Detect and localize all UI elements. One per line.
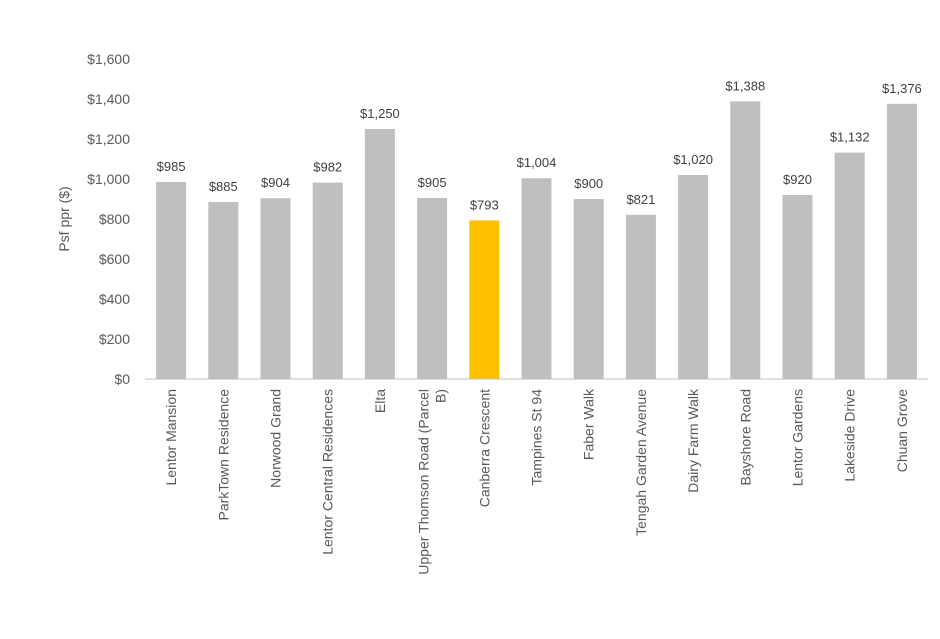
data-label: $920 — [783, 172, 812, 187]
category-label-line: Elta — [372, 389, 388, 413]
data-label: $982 — [313, 160, 342, 175]
bar — [573, 199, 604, 379]
category-label-line: Tampines St 94 — [529, 389, 545, 486]
bar — [782, 195, 813, 379]
data-label: $905 — [418, 175, 447, 190]
bar — [312, 182, 343, 379]
data-label: $1,020 — [673, 152, 713, 167]
category-label: Lentor Gardens — [790, 389, 806, 486]
category-label-line: Norwood Grand — [268, 389, 284, 488]
data-label: $1,376 — [882, 81, 922, 96]
data-label: $1,388 — [725, 78, 765, 93]
bar — [625, 214, 656, 379]
bar — [834, 152, 865, 379]
bar — [364, 129, 395, 379]
category-label-line: Dairy Farm Walk — [685, 388, 701, 493]
category-label-line: Lakeside Drive — [842, 389, 858, 482]
category-label: Lentor Central Residences — [320, 389, 336, 555]
data-label: $793 — [470, 197, 499, 212]
y-axis-label: Psf ppr ($) — [56, 186, 72, 251]
data-label: $1,250 — [360, 106, 400, 121]
bar — [156, 182, 187, 379]
data-label: $1,132 — [830, 130, 870, 145]
category-label-line: Lentor Mansion — [163, 389, 179, 486]
y-tick-label: $400 — [99, 291, 130, 307]
category-label: ParkTown Residence — [215, 389, 231, 521]
y-tick-label: $1,000 — [87, 171, 130, 187]
data-label: $985 — [157, 159, 186, 174]
category-label-line: ParkTown Residence — [215, 389, 231, 521]
bar — [678, 175, 709, 379]
data-label: $904 — [261, 175, 290, 190]
bar — [469, 220, 500, 379]
category-label-line: Upper Thomson Road (Parcel — [416, 389, 432, 575]
category-label: Norwood Grand — [268, 389, 284, 488]
bars — [156, 101, 917, 380]
y-tick-label: $1,400 — [87, 91, 130, 107]
category-label-line: Faber Walk — [581, 388, 597, 460]
category-label-line: Lentor Central Residences — [320, 389, 336, 555]
category-label: Chuan Grove — [894, 389, 910, 472]
data-label: $1,004 — [517, 155, 557, 170]
category-label: Tengah Garden Avenue — [633, 389, 649, 536]
y-tick-label: $1,600 — [87, 51, 130, 67]
y-axis-ticks: $0 $200 $400 $600 $800 $1,000 $1,200 $1,400 $1,6… — [87, 51, 130, 387]
bar — [260, 198, 291, 379]
category-label: Faber Walk — [581, 388, 597, 460]
category-label-line: Tengah Garden Avenue — [633, 389, 649, 536]
bar — [886, 103, 917, 380]
y-tick-label: $600 — [99, 251, 130, 267]
category-label: Lentor Mansion — [163, 389, 179, 486]
bar — [417, 198, 448, 379]
data-labels: $985 $885 $904 $982 $1,250 $905 $793 $1,004 $900… — [157, 78, 922, 212]
category-label: Upper Thomson Road (Parcel B) — [416, 389, 449, 575]
category-label-line: Bayshore Road — [737, 389, 753, 486]
y-tick-label: $200 — [99, 331, 130, 347]
y-tick-label: $800 — [99, 211, 130, 227]
bar — [730, 101, 761, 380]
bar — [208, 202, 239, 379]
category-labels: Lentor Mansion ParkTown Residence Norwood … — [163, 388, 910, 575]
category-label: Dairy Farm Walk — [685, 388, 701, 493]
y-tick-label: $1,200 — [87, 131, 130, 147]
category-label-line: Lentor Gardens — [790, 389, 806, 486]
data-label: $821 — [626, 192, 655, 207]
category-label: Tampines St 94 — [529, 389, 545, 486]
category-label-line: Chuan Grove — [894, 389, 910, 472]
category-label-line: Canberra Crescent — [476, 389, 492, 507]
bar — [521, 178, 552, 379]
data-label: $900 — [574, 176, 603, 191]
category-label: Bayshore Road — [737, 389, 753, 486]
category-label: Canberra Crescent — [476, 389, 492, 507]
category-label-line: B) — [433, 389, 449, 403]
category-label: Elta — [372, 389, 388, 413]
y-tick-label: $0 — [114, 371, 130, 387]
category-label: Lakeside Drive — [842, 389, 858, 482]
data-label: $885 — [209, 179, 238, 194]
